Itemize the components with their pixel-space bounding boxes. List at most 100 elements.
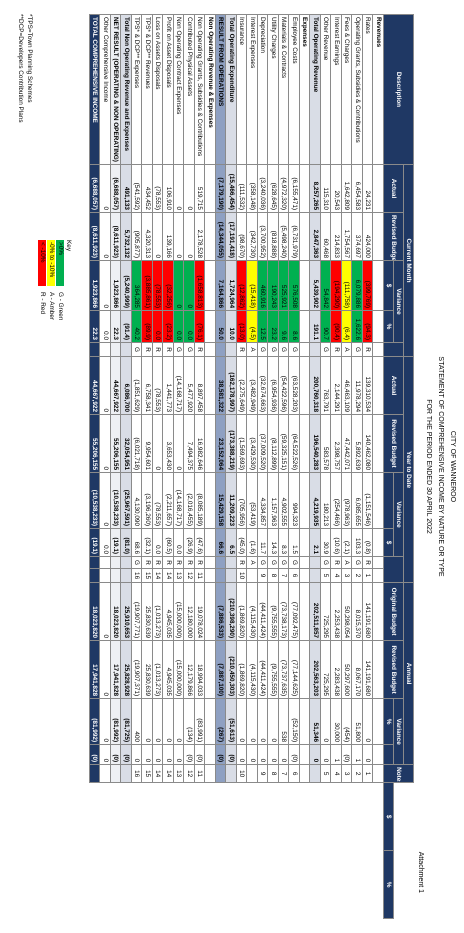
cell: (0) <box>289 744 300 765</box>
cell: 2 <box>352 764 363 783</box>
cell: 200,760,318 <box>310 356 321 415</box>
cell: 1 <box>362 764 373 783</box>
cell: (1,013,273) <box>152 640 163 699</box>
cell: 4,130,090 <box>131 472 142 529</box>
cell: 1.5 <box>289 528 300 557</box>
cell: (78,553) <box>152 356 163 415</box>
cell: 4,219,935 <box>310 472 321 529</box>
cell: (91.4) <box>121 310 132 343</box>
cell: 10.0 <box>226 310 237 343</box>
key-swatch: >0% <box>56 240 65 286</box>
column-header: Revised Budget <box>383 414 404 473</box>
cell: (6,155,471) <box>289 164 300 213</box>
cell <box>226 342 237 357</box>
cell: (267) <box>215 698 226 745</box>
cell <box>205 640 216 699</box>
cell: (4,972,320) <box>278 164 289 213</box>
cell: 5 <box>320 764 331 783</box>
row-data: Contributed Physical Assets 0 0 0 0.0 G 5,477,… <box>184 14 195 919</box>
cell: 50,298,054 <box>341 582 352 641</box>
cell: 11 <box>194 568 205 583</box>
cell: 15 <box>142 764 153 783</box>
cell: (59,325,151) <box>278 414 289 473</box>
cell: R <box>163 556 174 569</box>
cell: 8,897,458 <box>194 356 205 415</box>
cell: (210,398,290) <box>226 582 237 641</box>
cell: 0 <box>152 212 163 261</box>
cell: G <box>257 556 268 569</box>
row-data: Rates 24,231 424,000 (399,769) (94.3) R 139,31… <box>362 14 373 919</box>
cell: 9 <box>257 764 268 783</box>
variance-header: Variance <box>393 260 404 343</box>
cell: (13.0) <box>236 310 247 343</box>
cell: 32,054,951 <box>121 414 132 473</box>
cell: 19,078,024 <box>194 582 205 641</box>
cell: 50.0 <box>215 310 226 343</box>
cell: G <box>289 342 300 357</box>
cell: 538 <box>278 698 289 745</box>
column-header: Revised Budget <box>383 212 404 261</box>
cell <box>100 342 111 357</box>
flag-header <box>383 744 394 783</box>
cell: (3,700,952) <box>257 212 268 261</box>
cell: 4,945,035 <box>163 640 174 699</box>
cell: (7,886,533) <box>215 582 226 641</box>
cell <box>299 260 310 311</box>
cell: 1,441,773 <box>163 356 174 415</box>
cell: 0 <box>100 356 111 415</box>
cell: 491,133 <box>121 164 132 213</box>
cell: (4.5) <box>247 310 258 343</box>
cell: 7,164,866 <box>215 260 226 311</box>
cell <box>299 582 310 641</box>
row-label: NET RESULT (OPERATING & NON OPERATING) <box>110 14 121 165</box>
cell: 17,941,828 <box>89 640 100 699</box>
row-label: Non Operating Grants, Subsidies & Contri… <box>194 14 205 165</box>
row-label: Operating Grants, Subsidies & Contributi… <box>352 14 363 165</box>
cell <box>100 568 111 583</box>
cell: (9,755,555) <box>268 640 279 699</box>
row-section: Expenses <box>299 14 310 919</box>
cell: (14,168,717) <box>173 356 184 415</box>
cell: (210,450,303) <box>226 640 237 699</box>
cell <box>205 212 216 261</box>
cell: (454) <box>341 698 352 745</box>
cell: 20,543 <box>331 164 342 213</box>
row-data: Non Operating Contract Expenses 0 0 0 0.0 G (1… <box>173 14 184 919</box>
cell: (45.0) <box>236 528 247 557</box>
cell: 18,023,820 <box>89 582 100 641</box>
cell: 12 <box>184 764 195 783</box>
cell: 8,257,265 <box>310 164 321 213</box>
cell: G <box>320 342 331 357</box>
cell: (1,569,693) <box>236 414 247 473</box>
cell: (4,115,430) <box>247 582 258 641</box>
cell: (19.1) <box>89 528 100 557</box>
cell <box>373 582 384 641</box>
cell <box>299 310 310 343</box>
cell: 0.0 <box>173 528 184 557</box>
cell: 6 <box>289 764 300 783</box>
cell: 0 <box>163 698 174 745</box>
key-label: G - Green <box>57 292 64 321</box>
cell: (705,956) <box>236 472 247 529</box>
cell: G <box>352 342 363 357</box>
cell <box>205 744 216 765</box>
cell: 0 <box>100 582 111 641</box>
cell: 25,830,639 <box>142 582 153 641</box>
cell: 0.0 <box>173 310 184 343</box>
cell <box>110 556 121 569</box>
statement-title: STATEMENT OF COMPREHENSIVE INCOME BY NAT… <box>437 356 444 577</box>
cell: 6.5 <box>226 528 237 557</box>
cell <box>299 764 310 783</box>
cell: (818,888) <box>268 212 279 261</box>
row-label: TOTAL COMPREHENSIVE INCOME <box>89 14 100 165</box>
cell <box>215 556 226 569</box>
cell: 0 <box>362 744 373 765</box>
cell <box>110 764 121 783</box>
cell: 0 <box>320 698 331 745</box>
cell: 4,945,035 <box>163 582 174 641</box>
row-data: Other Comprehensive Income 0 0 0 0.0 0 0 0 0.0 0 0… <box>100 14 111 919</box>
cell <box>299 556 310 569</box>
row-label: Expenses <box>299 14 310 165</box>
cell: (44,411,424) <box>257 582 268 641</box>
